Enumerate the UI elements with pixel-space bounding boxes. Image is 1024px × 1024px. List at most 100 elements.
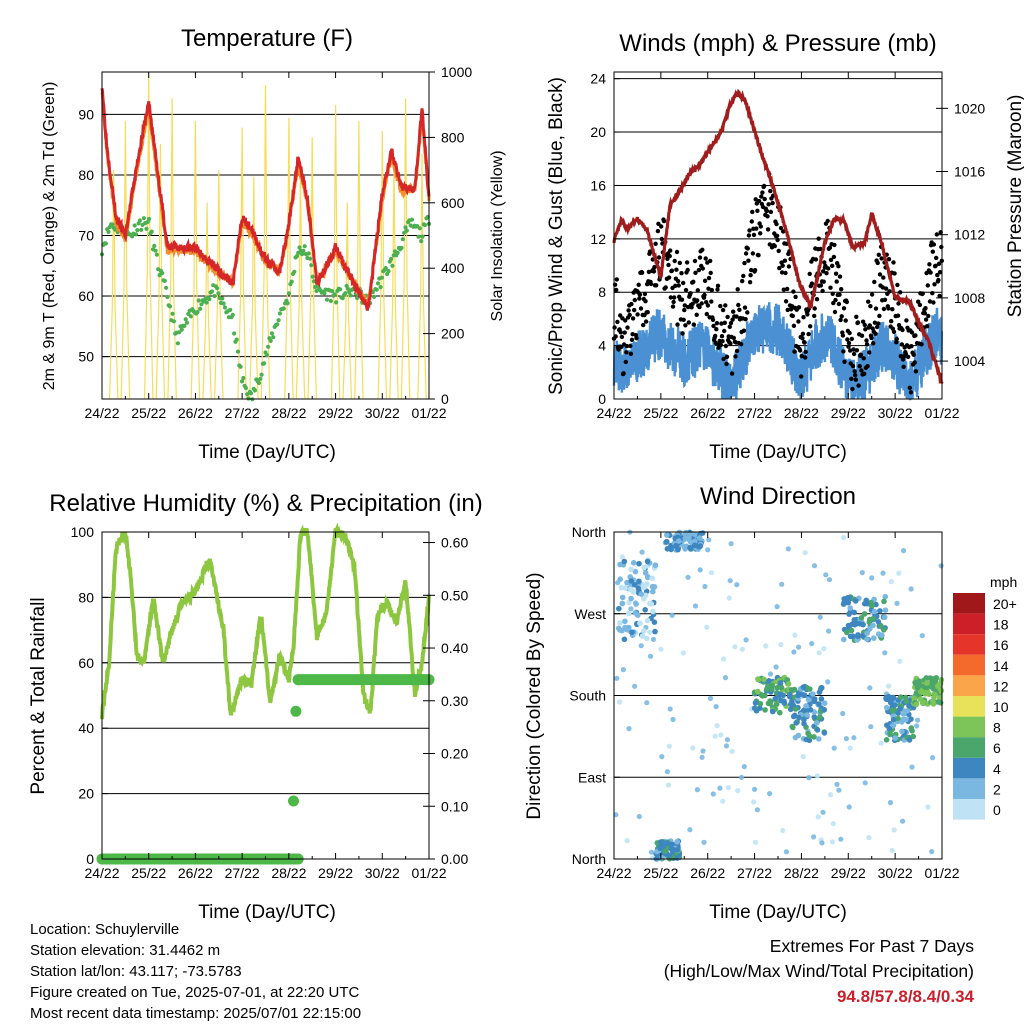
dewpoint-point xyxy=(165,294,170,300)
gust-point xyxy=(623,318,628,323)
direction-point xyxy=(628,578,635,584)
gust-point xyxy=(619,344,624,350)
gust-point xyxy=(783,270,788,276)
gust-point xyxy=(683,287,689,293)
dewpoint-point xyxy=(281,306,286,311)
gust-point xyxy=(889,319,894,324)
gust-point xyxy=(851,351,857,357)
dewpoint-point xyxy=(144,226,149,231)
gust-point xyxy=(713,340,718,346)
gust-point xyxy=(663,285,668,290)
direction-point xyxy=(800,754,806,760)
winds-ylabel: Sonic/Prop Wind & Gust (Blue, Black) xyxy=(546,77,567,395)
direction-point xyxy=(628,595,634,602)
direction-point xyxy=(846,804,852,810)
direction-point xyxy=(932,691,938,698)
direction-point xyxy=(868,724,874,730)
gust-point xyxy=(783,299,789,304)
gust-point xyxy=(853,373,858,378)
gust-point xyxy=(808,324,813,329)
gust-point xyxy=(909,330,915,335)
gust-point xyxy=(632,297,637,303)
direction-point xyxy=(848,627,855,634)
direction-point xyxy=(871,608,878,615)
direction-point xyxy=(773,701,780,707)
direction-point xyxy=(930,685,936,692)
dewpoint-point xyxy=(110,222,115,227)
gust-point xyxy=(718,342,723,348)
direction-point xyxy=(938,688,944,694)
direction-point xyxy=(673,542,679,549)
dewpoint-point xyxy=(256,380,262,386)
dewpoint-point xyxy=(204,300,209,305)
gust-point xyxy=(933,263,938,268)
gust-point xyxy=(734,314,739,319)
gust-point xyxy=(728,320,734,326)
winds-ytick-label: 24 xyxy=(590,71,606,87)
gust-point xyxy=(839,287,844,292)
gust-point xyxy=(718,303,723,309)
station-info: Location: Schuylerville Station elevatio… xyxy=(30,919,361,1024)
winds-y2tick-label: 1016 xyxy=(954,164,985,180)
direction-point xyxy=(841,596,847,602)
humidity-plot-area xyxy=(96,522,435,865)
gust-point xyxy=(801,315,806,320)
pressure-line xyxy=(612,88,944,385)
direction-point xyxy=(659,855,665,861)
gust-point xyxy=(695,288,700,293)
gust-point xyxy=(681,280,686,286)
gust-point xyxy=(790,313,795,319)
direction-point xyxy=(670,716,676,723)
temperature-y2tick-label: 400 xyxy=(441,260,465,276)
gust-point xyxy=(934,255,939,261)
direction-title: Wind Direction xyxy=(700,483,856,510)
gust-point xyxy=(886,306,891,311)
direction-point xyxy=(644,700,650,706)
solar-insolation-spike xyxy=(260,85,271,400)
direction-point xyxy=(712,733,718,739)
direction-point xyxy=(887,730,893,737)
direction-point xyxy=(622,618,628,625)
direction-point xyxy=(685,574,691,580)
direction-point xyxy=(897,694,904,700)
dewpoint-point xyxy=(160,271,165,276)
gust-point xyxy=(937,270,943,275)
gust-point xyxy=(927,299,933,304)
direction-point xyxy=(662,848,668,854)
dewpoint-point xyxy=(403,225,408,230)
direction-point xyxy=(840,710,846,717)
dewpoint-point xyxy=(183,317,188,322)
gust-point xyxy=(637,292,643,297)
figure-created: Figure created on Tue, 2025-07-01, at 22… xyxy=(30,984,360,1001)
direction-point xyxy=(908,716,914,722)
extremes-values: 94.8/57.8/8.4/0.34 xyxy=(836,987,974,1006)
gust-point xyxy=(704,311,709,317)
gust-point xyxy=(927,262,932,267)
direction-point xyxy=(816,736,822,742)
dewpoint-point xyxy=(300,252,305,257)
dewpoint-point xyxy=(309,263,314,268)
direction-ytick-label: West xyxy=(574,606,606,622)
direction-point xyxy=(916,678,922,684)
gust-point xyxy=(797,348,803,353)
gust-point xyxy=(841,306,847,311)
direction-point xyxy=(767,671,774,677)
direction-point xyxy=(638,643,644,649)
direction-point xyxy=(838,836,844,842)
direction-point xyxy=(751,799,757,805)
gust-point xyxy=(684,260,690,265)
direction-point xyxy=(925,804,931,810)
humidity-title: Relative Humidity (%) & Precipitation (i… xyxy=(49,490,482,517)
dewpoint-point xyxy=(409,217,415,222)
gust-point xyxy=(625,325,630,330)
solar-insolation-spike xyxy=(307,137,317,400)
direction-point xyxy=(811,563,818,569)
dewpoint-point xyxy=(375,281,381,286)
direction-point xyxy=(890,716,897,723)
winds-plot-area xyxy=(611,88,944,401)
direction-point xyxy=(637,620,643,626)
gust-point xyxy=(709,299,714,304)
dewpoint-point xyxy=(215,286,220,291)
direction-point xyxy=(699,754,705,760)
direction-point xyxy=(886,683,892,689)
